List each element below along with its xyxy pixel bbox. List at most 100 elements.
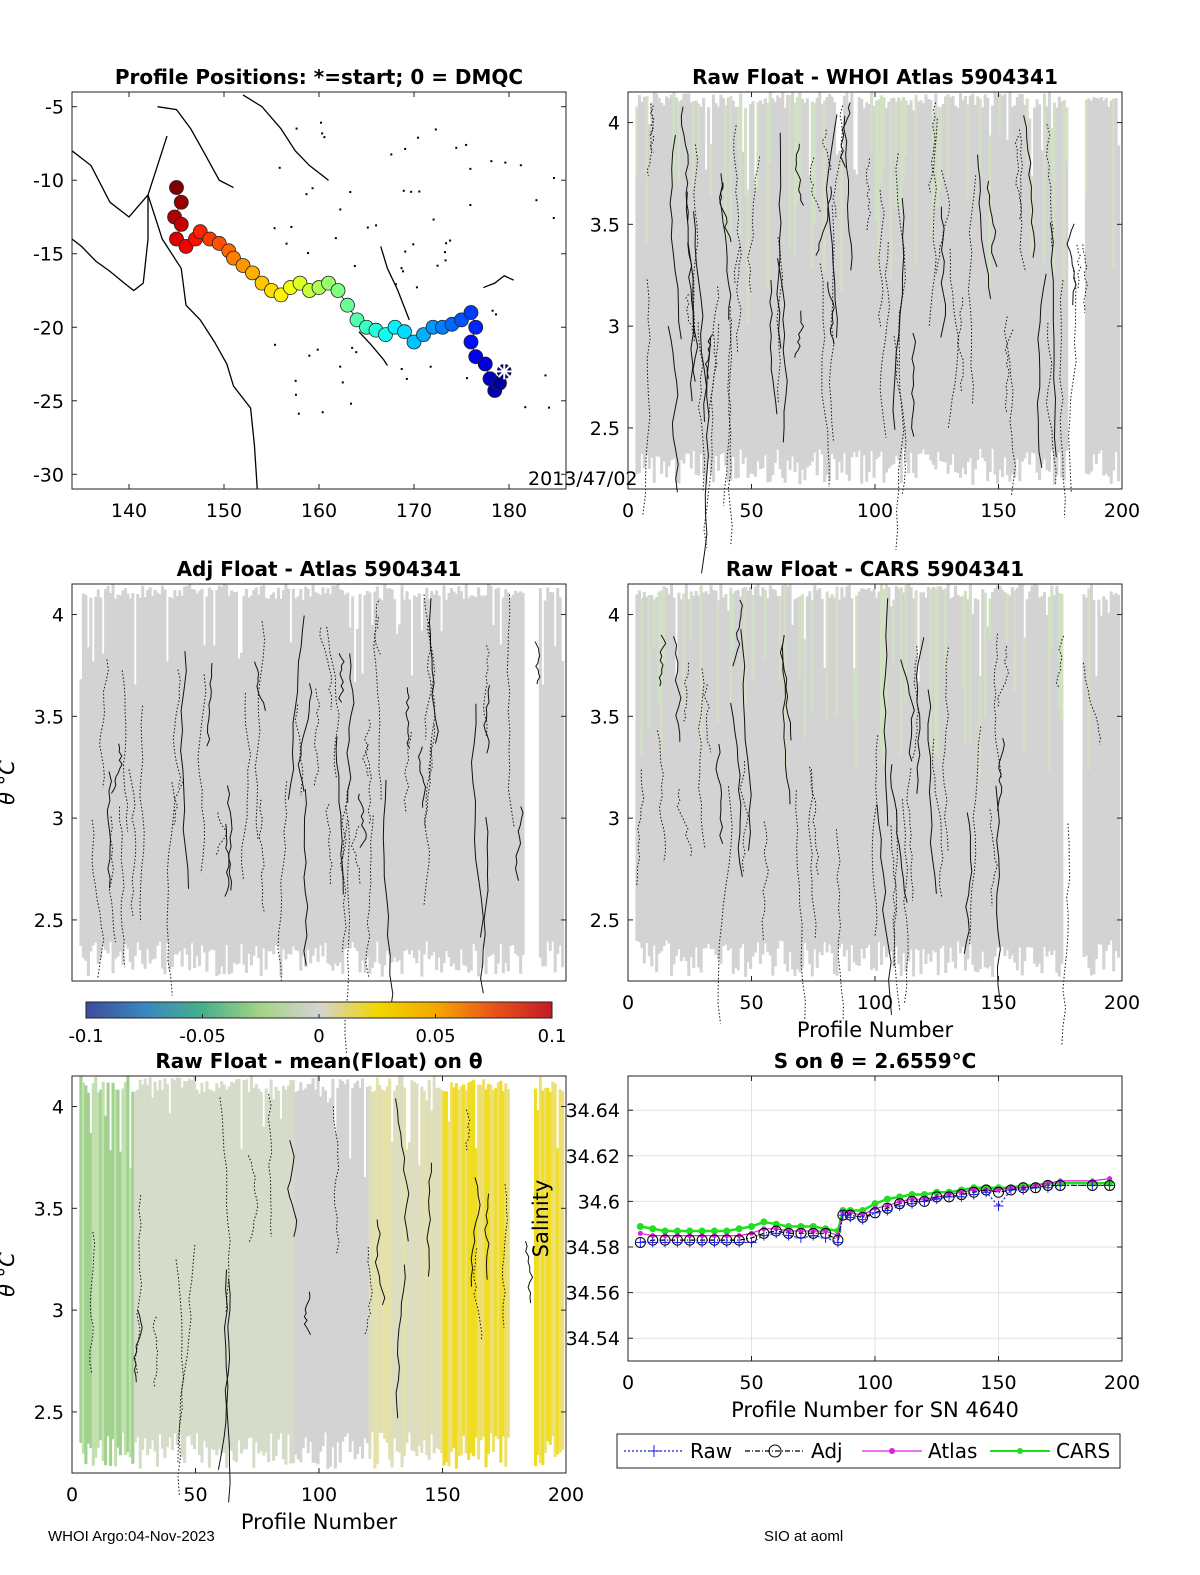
map-ytick-label: -15: [33, 244, 64, 266]
island-dot: [307, 252, 310, 255]
raw-mean-cell: [442, 1091, 446, 1466]
salinity-xtick-label: 200: [1104, 1372, 1140, 1394]
map-xtick-label: 170: [396, 500, 432, 522]
raw-cars-xtick-label: 50: [739, 992, 763, 1014]
adj-atlas-cell: [331, 585, 335, 971]
raw-atlas-cell: [734, 107, 738, 479]
raw-cars-cell: [682, 593, 686, 958]
adj-atlas-contour: [99, 659, 109, 788]
adj-atlas-cell: [86, 647, 90, 976]
adj-atlas-cell: [247, 597, 251, 954]
raw-cars-cell: [637, 590, 641, 943]
island-dot: [400, 367, 403, 370]
raw-cars-contour: [906, 768, 914, 901]
raw-cars-cell: [724, 594, 728, 945]
adj-atlas-cell: [360, 673, 365, 961]
raw-atlas-cell: [753, 187, 758, 477]
raw-atlas-contour: [879, 242, 891, 438]
raw-cars-cell-tint: [810, 600, 814, 711]
legend-marker-adj: [768, 1444, 782, 1458]
raw-mean-cell: [193, 1076, 197, 1450]
profile-marker: [340, 297, 355, 313]
raw-mean-xtick-label: 200: [548, 1484, 584, 1506]
raw-atlas-contour: [843, 115, 853, 271]
raw-atlas-cell-tint: [744, 107, 748, 196]
raw-cars-cell: [786, 586, 790, 972]
raw-mean-cell: [385, 1086, 389, 1444]
adj-atlas-cell: [148, 587, 152, 964]
raw-cars-cell: [1107, 612, 1111, 946]
adj-atlas-cell: [151, 595, 155, 960]
raw-atlas-cell: [766, 103, 770, 483]
raw-atlas-cell: [909, 100, 913, 453]
raw-atlas-contour: [895, 311, 905, 550]
raw-atlas-cell: [800, 99, 804, 470]
raw-cars-xtick-label: 0: [622, 992, 634, 1014]
raw-mean-cell: [353, 1083, 357, 1460]
raw-mean-cell: [469, 1081, 473, 1454]
raw-mean-ytick-label: 4: [52, 1097, 64, 1119]
raw-mean-cell: [239, 1148, 244, 1454]
raw-atlas-contour: [947, 248, 960, 429]
adj-atlas-cell: [548, 592, 552, 951]
raw-mean-cell: [237, 1078, 241, 1441]
island-dot: [319, 121, 322, 124]
adj-atlas-cell: [84, 594, 88, 961]
raw-atlas-cells: [635, 92, 1121, 485]
raw-atlas-cell: [966, 104, 970, 463]
adj-atlas-cell: [183, 586, 187, 949]
map-ytick-label: -30: [33, 464, 64, 486]
raw-atlas-cell: [983, 94, 987, 462]
adj-atlas-cell: [469, 595, 473, 971]
raw-cars-cell-tint: [652, 599, 656, 649]
raw-atlas-cell: [936, 106, 940, 452]
raw-cars-cell: [731, 593, 735, 974]
adj-atlas-cell: [398, 624, 402, 961]
raw-mean-cell: [363, 1177, 367, 1439]
raw-cars-contour: [963, 812, 973, 954]
adj-atlas-cell: [479, 595, 483, 969]
raw-mean-contours: [89, 1093, 534, 1503]
raw-cars-cell: [815, 590, 819, 969]
raw-cars-contour: [717, 786, 733, 1024]
raw-mean-cell: [558, 1089, 562, 1453]
island-dot: [339, 208, 342, 211]
raw-cars-cell: [783, 584, 787, 965]
raw-atlas-cell: [941, 104, 945, 462]
adj-atlas-cell: [499, 644, 503, 944]
coastline: [147, 194, 258, 490]
adj-atlas-cell: [249, 595, 253, 966]
adj-atlas-cell: [370, 624, 374, 968]
raw-atlas-cell: [951, 96, 955, 455]
adj-atlas-contour: [254, 621, 266, 841]
raw-mean-cell: [548, 1092, 552, 1445]
raw-cars-cell: [899, 587, 903, 977]
adj-atlas-cell: [155, 592, 160, 946]
raw-mean-cell: [252, 1087, 256, 1469]
raw-mean-cell: [422, 1090, 426, 1441]
legend-marker-atlas: [889, 1448, 895, 1454]
adj-atlas-contour: [346, 653, 355, 803]
raw-cars-cell: [798, 596, 802, 973]
raw-atlas-cell: [1052, 102, 1056, 485]
raw-atlas-contour: [815, 186, 833, 256]
raw-mean-cell: [106, 1082, 110, 1437]
adj-atlas-cell: [217, 585, 221, 975]
raw-cars-cell: [978, 675, 982, 970]
raw-cars-cell: [719, 584, 723, 964]
raw-atlas-cell-tint: [1065, 107, 1069, 166]
raw-mean-cell: [316, 1077, 320, 1465]
raw-atlas-cell: [702, 97, 706, 474]
adj-atlas-cell: [462, 598, 466, 966]
raw-atlas-contour: [1036, 273, 1047, 468]
adj-atlas-cell: [395, 633, 399, 962]
adj-atlas-contour: [110, 743, 123, 794]
adj-atlas-cell: [126, 593, 130, 949]
profile-marker: [169, 180, 184, 195]
raw-cars-xtick-label: 100: [857, 992, 893, 1014]
raw-cars-cell: [983, 592, 987, 968]
adj-atlas-cell: [146, 589, 150, 950]
raw-mean-cell: [296, 1090, 300, 1460]
adj-atlas-cell: [200, 588, 204, 946]
adj-atlas-cell: [464, 584, 468, 966]
